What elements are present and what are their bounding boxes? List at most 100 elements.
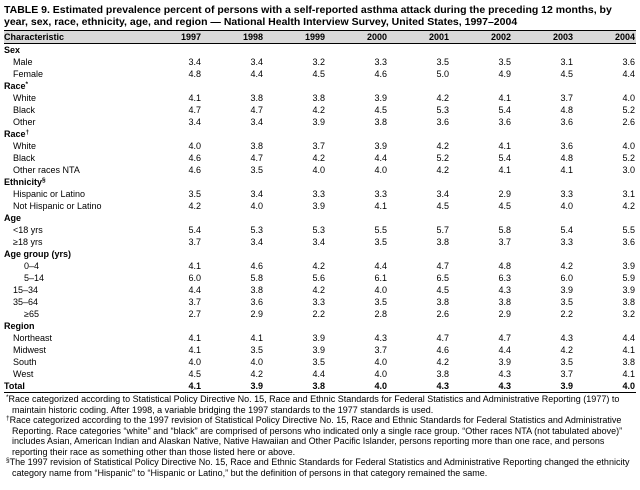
cell-value: 4.1: [622, 345, 635, 355]
cell-value: 4.2: [250, 369, 263, 379]
cell-value: 4.0: [374, 285, 387, 295]
section-row: Ethnicity§: [4, 176, 636, 188]
table-row: White 4.1 3.8 3.8 3.9 4.2 4.1 3.7 4.0: [4, 92, 636, 104]
footnote-marker: §: [42, 177, 46, 184]
cell-value: 5.2: [436, 153, 449, 163]
cell-value: 4.7: [250, 105, 263, 115]
cell-value: 4.1: [622, 369, 635, 379]
cell-value: 3.9: [512, 380, 574, 393]
cell-value: 5.3: [250, 225, 263, 235]
cell-value: 4.1: [374, 201, 387, 211]
cell-value: 4.8: [560, 105, 573, 115]
section-name: Age: [4, 213, 22, 223]
cell-value: 6.5: [436, 273, 449, 283]
footnote-marker: †: [25, 129, 30, 136]
data-table: Characteristic 1997 1998 1999 2000 2001 2002 20…: [4, 30, 636, 393]
table-row: 15–34 4.4 3.8 4.2 4.0 4.5 4.3 3.9 3.9: [4, 284, 636, 296]
cell-value: 2.9: [498, 309, 511, 319]
cell-value: 3.9: [202, 380, 264, 393]
footnote-text: Race categorized according to Statistica…: [8, 394, 620, 415]
cell-value: 3.9: [374, 93, 387, 103]
cell-value: 4.2: [436, 141, 449, 151]
cell-value: 4.3: [560, 333, 573, 343]
section-label: Race*: [4, 80, 636, 92]
cell-value: 4.1: [250, 333, 263, 343]
cell-value: 4.4: [498, 345, 511, 355]
cell-value: 4.8: [560, 153, 573, 163]
row-label: Male: [13, 57, 33, 67]
cell-value: 4.2: [312, 261, 325, 271]
footnote-marker: *: [6, 394, 9, 401]
cell-value: 4.6: [436, 345, 449, 355]
footnote-marker: *: [25, 81, 29, 88]
cell-value: 4.4: [622, 333, 635, 343]
row-label: Female: [13, 69, 44, 79]
cell-value: 3.4: [250, 189, 263, 199]
row-label: 0–4: [24, 261, 40, 271]
table-row: Black 4.7 4.7 4.2 4.5 5.3 5.4 4.8 5.2: [4, 104, 636, 116]
cell-value: 3.5: [560, 297, 573, 307]
cell-value: 4.4: [312, 369, 325, 379]
section-label: Race†: [4, 128, 636, 140]
cell-value: 4.0: [560, 201, 573, 211]
cell-value: 5.8: [498, 225, 511, 235]
cell-value: 4.6: [250, 261, 263, 271]
cell-value: 5.4: [188, 225, 201, 235]
table-row: 5–14 6.0 5.8 5.6 6.1 6.5 6.3 6.0 5.9: [4, 272, 636, 284]
cell-value: 3.5: [374, 237, 387, 247]
cell-value: 3.8: [312, 93, 325, 103]
cell-value: 6.0: [188, 273, 201, 283]
table-row: Midwest 4.1 3.5 3.9 3.7 4.6 4.4 4.2 4.1: [4, 344, 636, 356]
section-row: Age: [4, 212, 636, 224]
cell-value: 3.8: [250, 141, 263, 151]
table-row: Other 3.4 3.4 3.9 3.8 3.6 3.6 3.6 2.6: [4, 116, 636, 128]
cell-value: 2.8: [374, 309, 387, 319]
cell-value: 3.8: [374, 117, 387, 127]
cell-value: 4.1: [188, 261, 201, 271]
cell-value: 4.5: [560, 69, 573, 79]
cell-value: 6.0: [560, 273, 573, 283]
cell-value: 3.8: [436, 369, 449, 379]
cell-value: 6.1: [374, 273, 387, 283]
column-header: Characteristic: [4, 30, 140, 44]
cell-value: 4.7: [436, 261, 449, 271]
cell-value: 3.3: [374, 189, 387, 199]
cell-value: 5.0: [436, 69, 449, 79]
cell-value: 4.9: [498, 69, 511, 79]
table-row: ≥65 2.7 2.9 2.2 2.8 2.6 2.9 2.2 3.2: [4, 308, 636, 320]
cell-value: 3.4: [188, 117, 201, 127]
row-label: South: [13, 357, 37, 367]
cell-value: 3.4: [250, 237, 263, 247]
cell-value: 3.9: [622, 261, 635, 271]
row-label: Other: [13, 117, 36, 127]
cell-value: 5.4: [498, 105, 511, 115]
footnote: †Race categorized according to the 1997 …: [4, 415, 636, 457]
cell-value: 2.2: [312, 309, 325, 319]
cell-value: 5.6: [312, 273, 325, 283]
cell-value: 2.6: [436, 309, 449, 319]
cell-value: 3.8: [436, 297, 449, 307]
cell-value: 6.3: [498, 273, 511, 283]
cell-value: 4.0: [188, 357, 201, 367]
cell-value: 2.9: [250, 309, 263, 319]
table-row: Black 4.6 4.7 4.2 4.4 5.2 5.4 4.8 5.2: [4, 152, 636, 164]
cell-value: 4.1: [498, 141, 511, 151]
cell-value: 3.9: [374, 141, 387, 151]
cell-value: 3.5: [436, 57, 449, 67]
cell-value: 3.4: [250, 57, 263, 67]
cell-value: 3.8: [622, 357, 635, 367]
cell-value: 4.2: [312, 105, 325, 115]
cell-value: 4.0: [250, 201, 263, 211]
cell-value: 4.0: [326, 380, 388, 393]
table-row: Hispanic or Latino 3.5 3.4 3.3 3.3 3.4 2.9 3.3 3…: [4, 188, 636, 200]
row-label: Not Hispanic or Latino: [13, 201, 102, 211]
cell-value: 3.3: [374, 57, 387, 67]
section-label: Sex: [4, 44, 636, 57]
cell-value: 3.7: [498, 237, 511, 247]
cell-value: 5.3: [312, 225, 325, 235]
cell-value: 4.7: [436, 333, 449, 343]
table-row: Not Hispanic or Latino 4.2 4.0 3.9 4.1 4.5 4.5…: [4, 200, 636, 212]
cell-value: 3.7: [560, 369, 573, 379]
cell-value: 5.2: [622, 105, 635, 115]
row-label: West: [13, 369, 34, 379]
